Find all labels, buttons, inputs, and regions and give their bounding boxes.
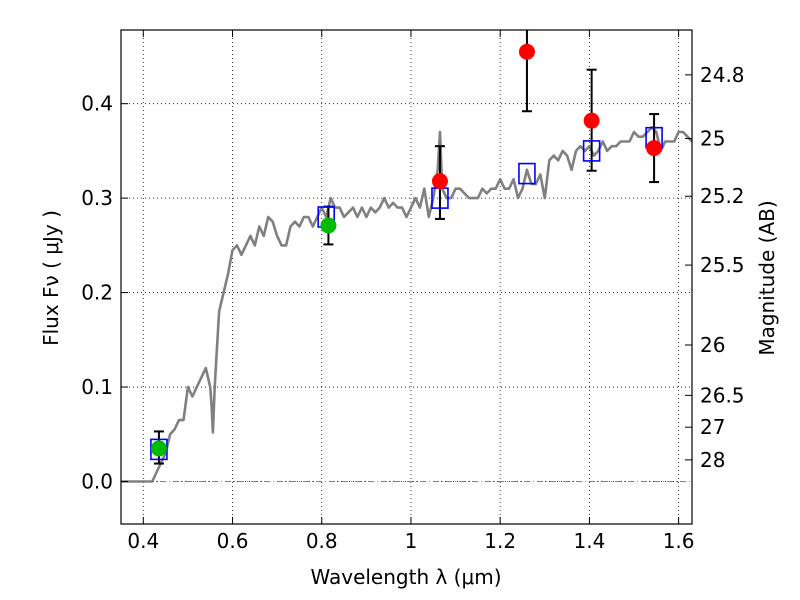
x-axis-label: Wavelength λ (μm) — [310, 565, 501, 589]
x-tick-label: 0.8 — [306, 529, 338, 553]
red-photometry-point — [431, 173, 448, 190]
errorbar-layer — [153, 30, 660, 465]
right-tick-label: 26 — [700, 333, 725, 357]
green-photometry-point — [150, 440, 167, 457]
y-tick-label: 0.4 — [81, 92, 113, 116]
model-flux-box — [582, 140, 601, 162]
model-box-layer — [150, 126, 663, 461]
right-tick-label: 26.5 — [700, 383, 745, 407]
x-tick-label: 1.6 — [663, 529, 695, 553]
right-tick-label: 28 — [700, 448, 725, 472]
y-tick-label: 0.0 — [81, 469, 113, 493]
green-photometry-point — [320, 217, 337, 234]
y-tick-label: 0.3 — [81, 186, 113, 210]
x-tick-label: 1.2 — [484, 529, 516, 553]
right-tick-label: 25.2 — [700, 184, 745, 208]
x-tick-label: 1 — [405, 529, 418, 553]
y-right-axis-label: Magnitude (AB) — [755, 200, 779, 355]
x-tick-label: 1.4 — [573, 529, 605, 553]
x-tick-label: 0.4 — [127, 529, 159, 553]
model-flux-box — [150, 438, 168, 461]
red-photometry-point — [583, 112, 600, 129]
photometry-point-layer — [150, 43, 663, 457]
grid-layer — [121, 30, 692, 524]
x-tick-label: 0.6 — [217, 529, 249, 553]
red-photometry-point — [518, 43, 535, 60]
plot-frame — [120, 29, 693, 525]
red-photometry-point — [646, 140, 663, 157]
right-tick-label: 25.5 — [700, 253, 745, 277]
model-spectrum-line — [121, 126, 693, 483]
model-flux-box — [518, 162, 536, 185]
y-tick-label: 0.1 — [81, 375, 113, 399]
right-tick-label: 25 — [700, 127, 725, 151]
model-spectrum-layer — [121, 126, 693, 483]
tick-layer: 0.4 0.6 0.8 1 1.2 1.4 1.6 0.0 0.1 0.2 0.3 0.4 24.8 25… — [81, 30, 745, 553]
right-tick-label: 24.8 — [700, 63, 745, 87]
y-axis-label: Flux Fν ( μJy ) — [39, 210, 63, 346]
right-tick-label: 27 — [700, 415, 725, 439]
y-tick-label: 0.2 — [81, 281, 113, 305]
